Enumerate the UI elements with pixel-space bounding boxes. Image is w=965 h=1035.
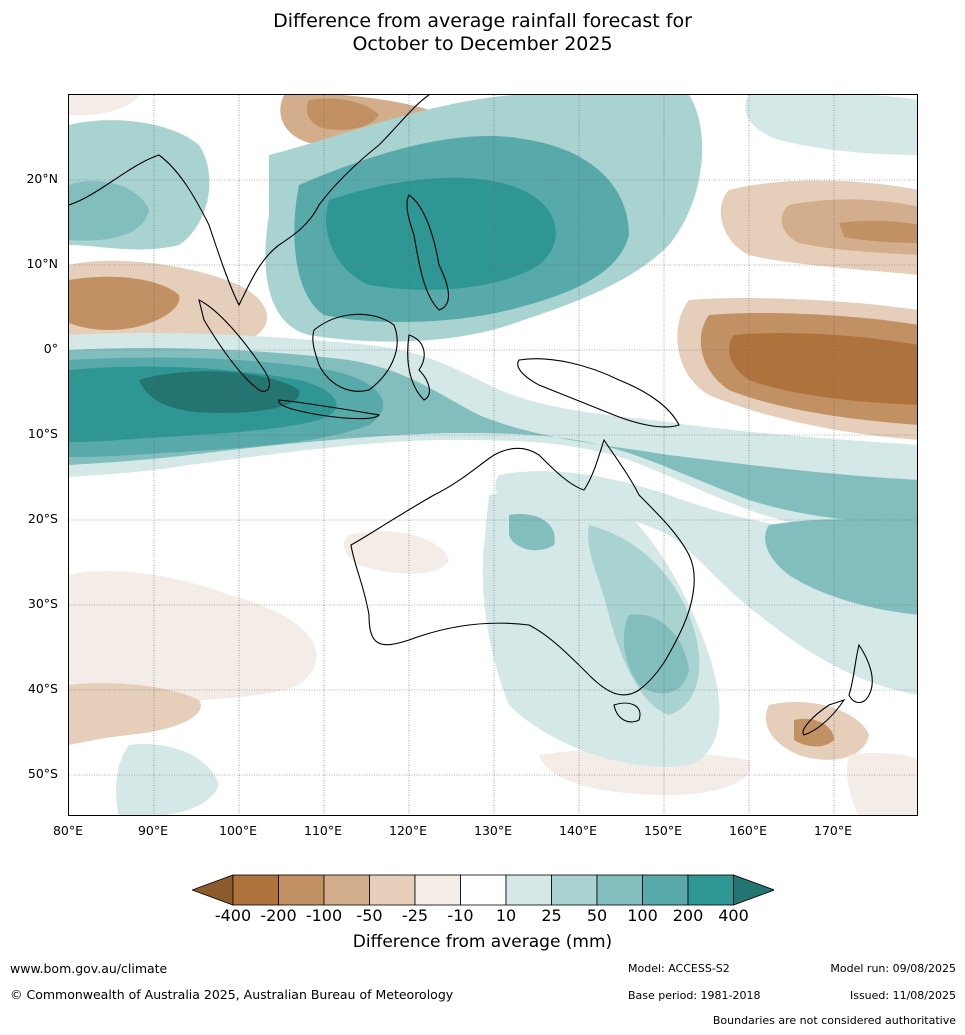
colorbar-tick-label: 25 bbox=[541, 906, 562, 925]
copyright-text: © Commonwealth of Australia 2025, Austra… bbox=[10, 987, 454, 1002]
australia-coastline bbox=[350, 438, 695, 696]
lon-label-150e: 150°E bbox=[643, 823, 683, 838]
colorbar-segment bbox=[551, 874, 598, 906]
borneo-coastline bbox=[312, 313, 398, 392]
colorbar-segment bbox=[232, 874, 279, 906]
lat-label-0: 0° bbox=[43, 341, 58, 356]
lon-label-130e: 130°E bbox=[473, 823, 513, 838]
rainfall-map bbox=[68, 94, 918, 816]
colorbar-tick-label: 10 bbox=[495, 906, 517, 925]
map-title: Difference from average rainfall forecas… bbox=[0, 10, 965, 56]
lat-lon-grid bbox=[69, 95, 917, 815]
lat-label-20n: 20°N bbox=[26, 171, 58, 186]
model-text: Model: ACCESS-S2 bbox=[628, 962, 730, 975]
colorbar-segment bbox=[460, 874, 507, 906]
colorbar-segment bbox=[505, 874, 552, 906]
lon-label-140e: 140°E bbox=[558, 823, 598, 838]
lon-label-170e: 170°E bbox=[813, 823, 853, 838]
colorbar-tick-label: -25 bbox=[401, 906, 429, 925]
sulawesi-coastline bbox=[407, 334, 430, 401]
issued-text: Issued: 11/08/2025 bbox=[849, 989, 956, 1002]
colorbar-tick-label: 100 bbox=[627, 906, 658, 925]
new-zealand-coastline bbox=[802, 643, 873, 736]
coastlines bbox=[69, 95, 873, 736]
title-line-2: October to December 2025 bbox=[352, 33, 613, 55]
colorbar-label: Difference from average (mm) bbox=[352, 932, 613, 952]
colorbar bbox=[192, 874, 774, 906]
colorbar-tick-label: -10 bbox=[447, 906, 474, 925]
lat-label-30s: 30°S bbox=[27, 596, 58, 611]
lon-label-160e: 160°E bbox=[728, 823, 768, 838]
lat-label-50s: 50°S bbox=[27, 766, 58, 781]
sumatra-coastline bbox=[198, 298, 270, 392]
lon-label-100e: 100°E bbox=[218, 823, 258, 838]
disclaimer-text: Boundaries are not considered authoritat… bbox=[712, 1014, 956, 1027]
colorbar-tick-label: -50 bbox=[356, 906, 383, 925]
website-link[interactable]: www.bom.gov.au/climate bbox=[10, 961, 168, 976]
lon-label-110e: 110°E bbox=[303, 823, 343, 838]
lat-label-10n: 10°N bbox=[26, 256, 58, 271]
colorbar-tick-label: -400 bbox=[214, 906, 252, 925]
colorbar-extend-high bbox=[733, 874, 774, 906]
lon-label-90e: 90°E bbox=[137, 823, 169, 838]
philippines-coastline bbox=[406, 194, 449, 311]
lon-label-80e: 80°E bbox=[52, 823, 84, 838]
asia-coastline bbox=[69, 95, 430, 307]
lat-label-10s: 10°S bbox=[27, 426, 58, 441]
tasmania-coastline bbox=[613, 702, 641, 723]
model-run-text: Model run: 09/08/2025 bbox=[830, 962, 956, 975]
colorbar-extend-low bbox=[192, 874, 234, 906]
new-guinea-coastline bbox=[517, 358, 680, 428]
colorbar-segment bbox=[278, 874, 325, 906]
colorbar-tick-label: -100 bbox=[305, 906, 343, 925]
colorbar-segment bbox=[596, 874, 643, 906]
colorbar-segment bbox=[687, 874, 734, 906]
dry-anomaly-areas bbox=[69, 95, 917, 815]
colorbar-tick-label: -200 bbox=[260, 906, 297, 925]
java-coastline bbox=[278, 399, 381, 420]
wet-anomaly-areas bbox=[69, 95, 917, 815]
lon-label-120e: 120°E bbox=[388, 823, 428, 838]
title-line-1: Difference from average rainfall forecas… bbox=[273, 10, 692, 32]
colorbar-segment bbox=[642, 874, 689, 906]
lat-label-40s: 40°S bbox=[27, 681, 58, 696]
colorbar-tick-label: 400 bbox=[718, 906, 749, 925]
colorbar-tick-label: 200 bbox=[672, 906, 704, 925]
rainfall-map-canvas bbox=[69, 95, 917, 815]
base-period-text: Base period: 1981-2018 bbox=[628, 989, 761, 1002]
colorbar-segment bbox=[323, 874, 370, 906]
colorbar-segment bbox=[369, 874, 416, 906]
colorbar-segment bbox=[414, 874, 461, 906]
lat-label-20s: 20°S bbox=[27, 511, 58, 526]
colorbar-tick-label: 50 bbox=[586, 906, 608, 925]
